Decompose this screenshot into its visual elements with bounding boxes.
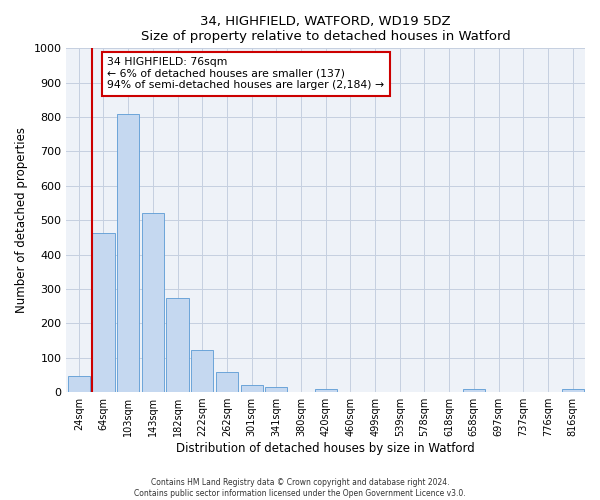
Y-axis label: Number of detached properties: Number of detached properties — [15, 127, 28, 313]
Bar — [191, 350, 214, 392]
Bar — [68, 376, 90, 392]
Title: 34, HIGHFIELD, WATFORD, WD19 5DZ
Size of property relative to detached houses in: 34, HIGHFIELD, WATFORD, WD19 5DZ Size of… — [141, 15, 511, 43]
Bar — [265, 387, 287, 392]
Bar — [314, 388, 337, 392]
Bar — [216, 372, 238, 392]
Bar — [562, 390, 584, 392]
Bar — [463, 390, 485, 392]
Text: 34 HIGHFIELD: 76sqm
← 6% of detached houses are smaller (137)
94% of semi-detach: 34 HIGHFIELD: 76sqm ← 6% of detached hou… — [107, 57, 384, 90]
Bar — [117, 114, 139, 392]
Bar — [92, 234, 115, 392]
Bar — [241, 384, 263, 392]
X-axis label: Distribution of detached houses by size in Watford: Distribution of detached houses by size … — [176, 442, 475, 455]
Text: Contains HM Land Registry data © Crown copyright and database right 2024.
Contai: Contains HM Land Registry data © Crown c… — [134, 478, 466, 498]
Bar — [166, 298, 188, 392]
Bar — [142, 212, 164, 392]
